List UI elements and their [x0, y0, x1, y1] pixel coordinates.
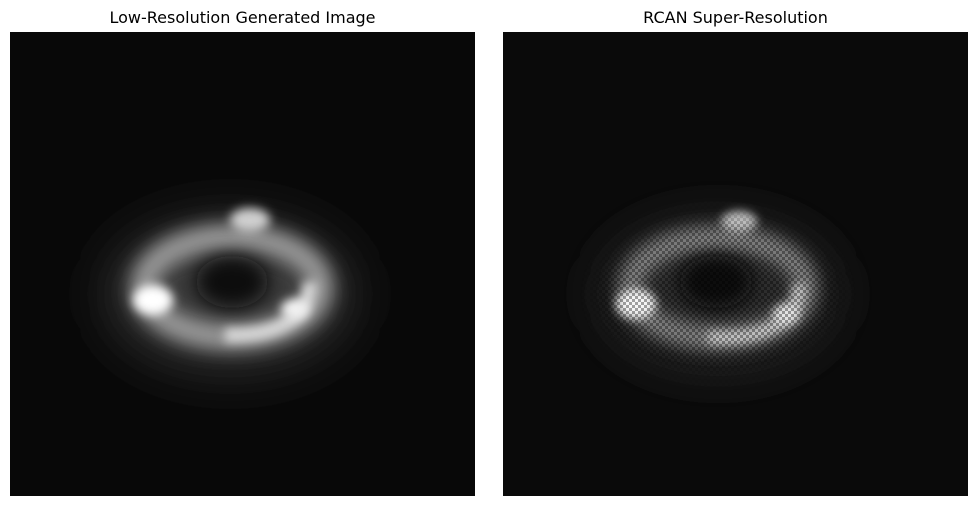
panel-title: Low-Resolution Generated Image: [109, 8, 376, 27]
panel-title: RCAN Super-Resolution: [643, 8, 828, 27]
rcan-super-resolution-image: [503, 32, 968, 496]
low-resolution-image: [10, 32, 475, 496]
